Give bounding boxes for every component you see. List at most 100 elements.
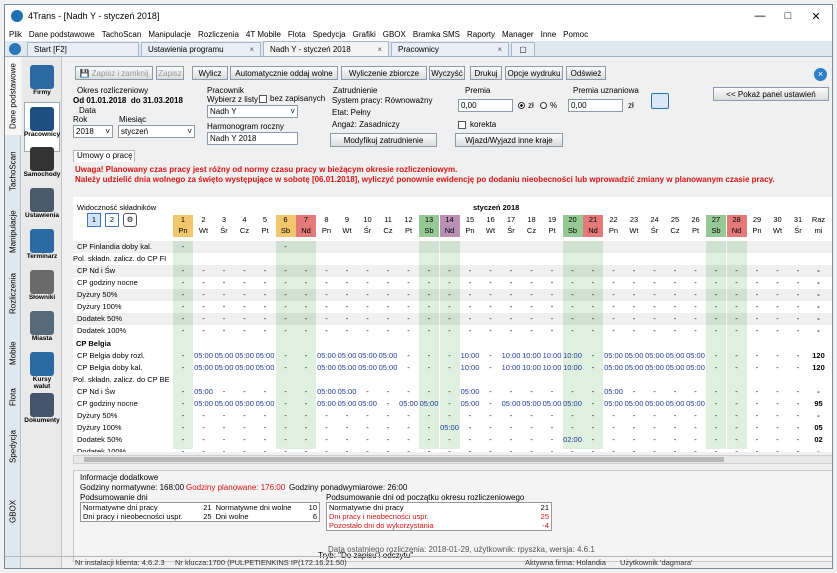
grid-cell[interactable]: -: [673, 314, 677, 323]
grid-cell[interactable]: -: [325, 423, 328, 432]
grid-cell[interactable]: -: [796, 435, 800, 444]
grid-cell[interactable]: 05:00: [399, 399, 418, 408]
grid-cell[interactable]: -: [714, 399, 718, 408]
grid-cell[interactable]: -: [202, 435, 205, 444]
grid-cell[interactable]: -: [284, 447, 287, 452]
grid-cell[interactable]: 05:00: [624, 399, 644, 408]
grid-cell[interactable]: -: [714, 411, 718, 420]
grid-cell[interactable]: -: [673, 266, 677, 275]
grid-cell[interactable]: 05:00: [624, 363, 644, 372]
grid-cell[interactable]: -: [284, 290, 287, 299]
grid-cell[interactable]: -: [263, 387, 267, 396]
grid-cell[interactable]: -: [776, 411, 779, 420]
grid-cell[interactable]: -: [776, 387, 779, 396]
grid-cell[interactable]: -: [468, 314, 472, 323]
grid-cell[interactable]: -: [181, 326, 185, 335]
grid-cell[interactable]: 05:00: [358, 351, 377, 360]
grid-cell[interactable]: -: [407, 278, 410, 287]
grid-cell[interactable]: -: [694, 278, 697, 287]
grid-cell[interactable]: -: [550, 387, 554, 396]
grid-cell[interactable]: -: [366, 302, 369, 311]
grid-cell[interactable]: -: [612, 302, 615, 311]
grid-cell[interactable]: -: [632, 447, 636, 452]
grid-cell[interactable]: -: [673, 278, 677, 287]
grid-cell[interactable]: -: [735, 435, 738, 444]
grid-cell[interactable]: -: [284, 278, 287, 287]
grid-cell[interactable]: -: [817, 314, 820, 323]
menu-item-7[interactable]: Spedycja: [312, 29, 346, 39]
grid-cell[interactable]: -: [673, 290, 677, 299]
grid-cell[interactable]: 05:00: [604, 363, 623, 372]
grid-cell[interactable]: -: [817, 266, 820, 275]
module-4[interactable]: Mobile: [8, 341, 18, 365]
icon-button-1[interactable]: Pracownicy: [24, 102, 60, 152]
tab-nadh-y[interactable]: Nadh Y - styczeń 2018 ×: [263, 41, 389, 56]
grid-cell[interactable]: -: [755, 326, 759, 335]
grid-cell[interactable]: -: [284, 387, 287, 396]
grid-cell[interactable]: -: [550, 435, 554, 444]
grid-cell[interactable]: -: [489, 435, 492, 444]
grid-cell[interactable]: -: [366, 447, 369, 452]
grid-cell[interactable]: -: [345, 266, 349, 275]
grid-cell[interactable]: -: [325, 314, 328, 323]
grid-cell[interactable]: 10:00: [542, 363, 562, 372]
grid-cell[interactable]: -: [550, 302, 554, 311]
grid-cell[interactable]: -: [735, 447, 738, 452]
grid-cell[interactable]: -: [366, 411, 369, 420]
grid-cell[interactable]: 05:00: [501, 399, 521, 408]
grid-cell[interactable]: -: [345, 278, 349, 287]
grid-cell[interactable]: -: [632, 278, 636, 287]
grid-cell[interactable]: 05:00: [440, 423, 459, 432]
grid-cell[interactable]: 05:00: [255, 399, 275, 408]
grid-cell[interactable]: -: [448, 399, 451, 408]
grid-cell[interactable]: -: [304, 435, 308, 444]
grid-cell[interactable]: -: [653, 435, 656, 444]
grid-cell[interactable]: 02:00: [563, 435, 582, 444]
grid-cell[interactable]: -: [304, 423, 308, 432]
grid-cell[interactable]: 10:00: [522, 351, 541, 360]
maximize-button[interactable]: □: [784, 10, 792, 22]
grid-cell[interactable]: -: [304, 399, 308, 408]
icon-button-0[interactable]: Firmy: [24, 61, 60, 111]
grid-cell[interactable]: 05:00: [419, 399, 439, 408]
grid-cell[interactable]: -: [612, 266, 615, 275]
settings-gear-icon[interactable]: ⚙: [123, 213, 137, 227]
grid-cell[interactable]: -: [550, 423, 554, 432]
grid-cell[interactable]: -: [386, 278, 390, 287]
grid-cell[interactable]: -: [817, 302, 820, 311]
grid-cell[interactable]: 05:00: [522, 399, 541, 408]
grid-cell[interactable]: -: [714, 302, 718, 311]
menu-item-14[interactable]: Pomoc: [563, 29, 589, 39]
grid-cell[interactable]: -: [509, 290, 513, 299]
grid-cell[interactable]: -: [202, 326, 205, 335]
grid-cell[interactable]: -: [735, 290, 738, 299]
grid-cell[interactable]: -: [366, 266, 369, 275]
grid-cell[interactable]: -: [345, 290, 349, 299]
grid-cell[interactable]: -: [366, 290, 369, 299]
grid-cell[interactable]: -: [632, 435, 636, 444]
grid-cell[interactable]: -: [776, 302, 779, 311]
zbiorcze-button[interactable]: Wyliczenie zbiorcze: [341, 66, 427, 80]
grid-cell[interactable]: -: [714, 447, 718, 452]
grid-cell[interactable]: -: [181, 302, 185, 311]
module-2[interactable]: Manipulacje: [8, 210, 18, 254]
wyczysc-button[interactable]: Wyczyść: [429, 66, 465, 80]
grid-cell[interactable]: -: [714, 326, 718, 335]
grid-cell[interactable]: -: [550, 290, 554, 299]
grid-cell[interactable]: -: [612, 314, 615, 323]
grid-cell[interactable]: -: [407, 314, 410, 323]
grid-cell[interactable]: -: [489, 387, 492, 396]
grid-cell[interactable]: 05:00: [686, 351, 705, 360]
grid-cell[interactable]: -: [284, 399, 287, 408]
grid-cell[interactable]: 10:00: [501, 351, 521, 360]
grid-cell[interactable]: -: [448, 290, 451, 299]
grid-cell[interactable]: -: [530, 447, 533, 452]
grid-cell[interactable]: -: [530, 423, 533, 432]
grid-cell[interactable]: -: [591, 326, 595, 335]
grid-cell[interactable]: -: [325, 266, 328, 275]
menu-item-13[interactable]: Inne: [540, 29, 557, 39]
grid-cell[interactable]: -: [407, 411, 410, 420]
save-close-button[interactable]: 💾 Zapisz i zamknij: [75, 66, 153, 80]
grid-cell[interactable]: -: [427, 387, 431, 396]
menu-item-4[interactable]: Rozliczenia: [198, 29, 239, 39]
